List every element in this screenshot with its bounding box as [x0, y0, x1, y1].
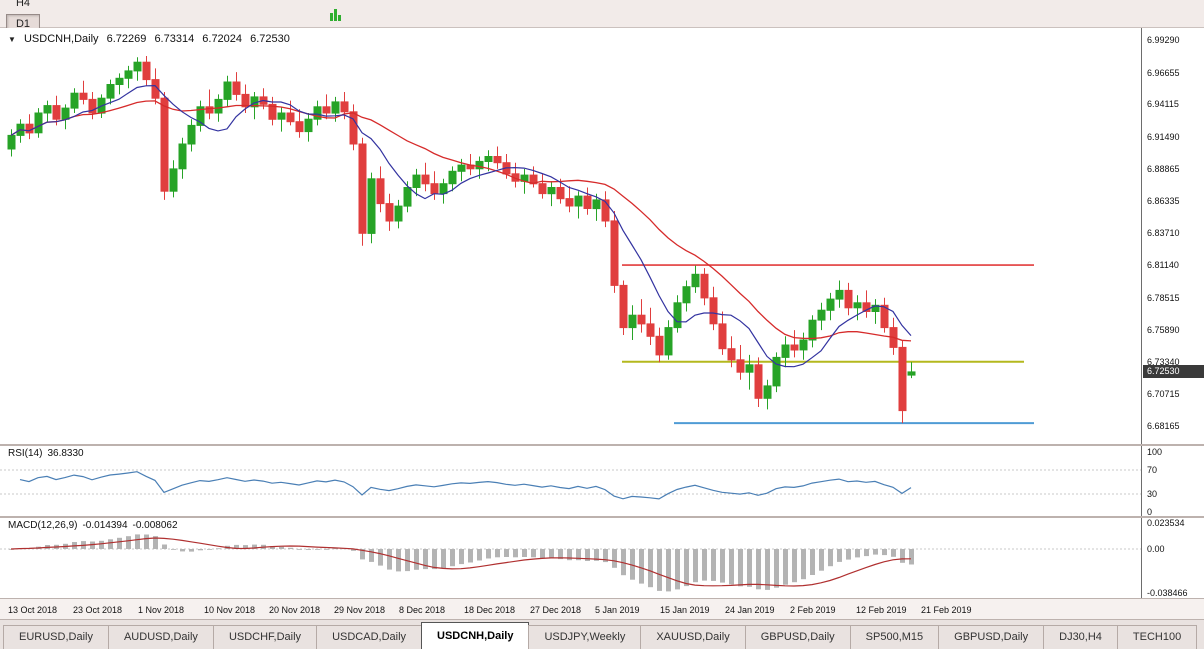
- date-axis-label: 18 Dec 2018: [464, 605, 516, 615]
- symbol-dropdown-icon[interactable]: ▼: [8, 35, 16, 44]
- tab-gbpusd-daily[interactable]: GBPUSD,Daily: [938, 625, 1045, 649]
- current-price-badge: 6.72530: [1143, 365, 1204, 378]
- tab-usdchf-daily[interactable]: USDCHF,Daily: [212, 625, 318, 649]
- price-axis-label: 6.81140: [1147, 260, 1179, 270]
- macd-panel: MACD(12,26,9) -0.014394 -0.008062 0.023534…: [0, 518, 1204, 598]
- rsi-axis-label: 30: [1147, 489, 1158, 499]
- tab-audusd-daily[interactable]: AUDUSD,Daily: [107, 625, 214, 649]
- price-axis-label: 6.91490: [1147, 132, 1180, 142]
- date-axis-label: 10 Nov 2018: [204, 605, 256, 615]
- tab-usdcad-daily[interactable]: USDCAD,Daily: [316, 625, 423, 649]
- price-axis-label: 6.94115: [1147, 99, 1179, 109]
- chart-tabs-bar: EURUSD,Daily AUDUSD,Daily USDCHF,Daily USDC…: [0, 619, 1204, 649]
- macd-axis: 0.023534 0.00 -0.038466: [1141, 518, 1204, 598]
- price-axis-label: 6.70715: [1147, 389, 1180, 399]
- price-axis-label: 6.73340: [1147, 357, 1180, 367]
- date-axis-label: 24 Jan 2019: [725, 605, 775, 615]
- panel-divider[interactable]: [0, 444, 1204, 446]
- price-axis-label: 6.75890: [1147, 325, 1180, 335]
- date-axis-label: 23 Oct 2018: [73, 605, 123, 615]
- chart-title: ▼ USDCNH,Daily 6.72269 6.73314 6.72024 6…: [8, 33, 290, 45]
- date-axis[interactable]: 13 Oct 2018 23 Oct 2018 1 Nov 2018 10 Nov 2…: [0, 598, 1204, 619]
- date-axis-label: 20 Nov 2018: [269, 605, 321, 615]
- price-axis-label: 6.99290: [1147, 35, 1180, 45]
- open-value: 6.72269: [106, 33, 147, 45]
- rsi-chart[interactable]: [0, 446, 1141, 516]
- date-axis-label: 12 Feb 2019: [856, 605, 907, 615]
- rsi-axis-label: 0: [1147, 507, 1153, 517]
- timeframe-toolbar: M30H1H4D1W1MN: [0, 0, 1204, 72]
- tab-eurusd-daily[interactable]: EURUSD,Daily: [3, 625, 109, 649]
- macd-chart[interactable]: [0, 518, 1141, 598]
- tab-usdcnh-daily[interactable]: USDCNH,Daily: [421, 622, 530, 649]
- date-axis-label: 5 Jan 2019: [595, 605, 640, 615]
- date-axis-label: 27 Dec 2018: [530, 605, 582, 615]
- date-axis-label: 21 Feb 2019: [921, 605, 972, 615]
- high-value: 6.73314: [154, 33, 195, 45]
- price-axis[interactable]: 6.72530 6.99290 6.96655 6.94115 6.91490 6.88…: [1141, 28, 1204, 444]
- tab-gbpusd-daily[interactable]: GBPUSD,Daily: [744, 625, 851, 649]
- price-axis-label: 6.78515: [1147, 293, 1180, 303]
- macd-axis-label: 0.00: [1147, 544, 1165, 554]
- date-axis-label: 15 Jan 2019: [660, 605, 710, 615]
- bar-chart-icon[interactable]: [328, 6, 344, 22]
- date-axis-label: 2 Feb 2019: [790, 605, 836, 615]
- timeframe-button-h4[interactable]: H4: [15, 0, 31, 9]
- price-axis-label: 6.86335: [1147, 196, 1180, 206]
- chart-symbol-label: USDCNH,Daily: [23, 33, 99, 45]
- tab-dj30-h4[interactable]: DJ30,H4: [1043, 625, 1118, 649]
- tab-usdjpy-weekly[interactable]: USDJPY,Weekly: [528, 625, 642, 649]
- tab-sp500-m15[interactable]: SP500,M15: [849, 625, 940, 649]
- low-value: 6.72024: [202, 33, 243, 45]
- rsi-label: RSI(14) 36.8330: [8, 448, 84, 459]
- rsi-axis-label: 70: [1147, 465, 1158, 475]
- date-axis-label: 1 Nov 2018: [138, 605, 185, 615]
- macd-label: MACD(12,26,9) -0.014394 -0.008062: [8, 520, 178, 531]
- close-value: 6.72530: [250, 33, 290, 45]
- main-chart-panel: ▼ USDCNH,Daily 6.72269 6.73314 6.72024 6…: [0, 28, 1204, 444]
- price-axis-label: 6.88865: [1147, 164, 1180, 174]
- tab-tech100[interactable]: TECH100: [1116, 625, 1198, 649]
- rsi-axis-label: 100: [1147, 447, 1163, 457]
- tab-xauusd-daily[interactable]: XAUUSD,Daily: [640, 625, 746, 649]
- date-axis-label: 13 Oct 2018: [8, 605, 58, 615]
- price-axis-label: 6.96655: [1147, 68, 1180, 78]
- panel-divider[interactable]: [0, 516, 1204, 518]
- date-axis-label: 29 Nov 2018: [334, 605, 386, 615]
- rsi-axis: 100 70 30 0: [1141, 446, 1204, 517]
- price-axis-label: 6.83710: [1147, 228, 1180, 238]
- candlestick-chart[interactable]: [0, 28, 1141, 444]
- date-axis-label: 8 Dec 2018: [399, 605, 446, 615]
- macd-axis-label: -0.038466: [1147, 588, 1188, 598]
- rsi-panel: RSI(14) 36.8330 100 70 30 0: [0, 446, 1204, 517]
- macd-axis-label: 0.023534: [1147, 518, 1185, 528]
- price-axis-label: 6.68165: [1147, 421, 1180, 431]
